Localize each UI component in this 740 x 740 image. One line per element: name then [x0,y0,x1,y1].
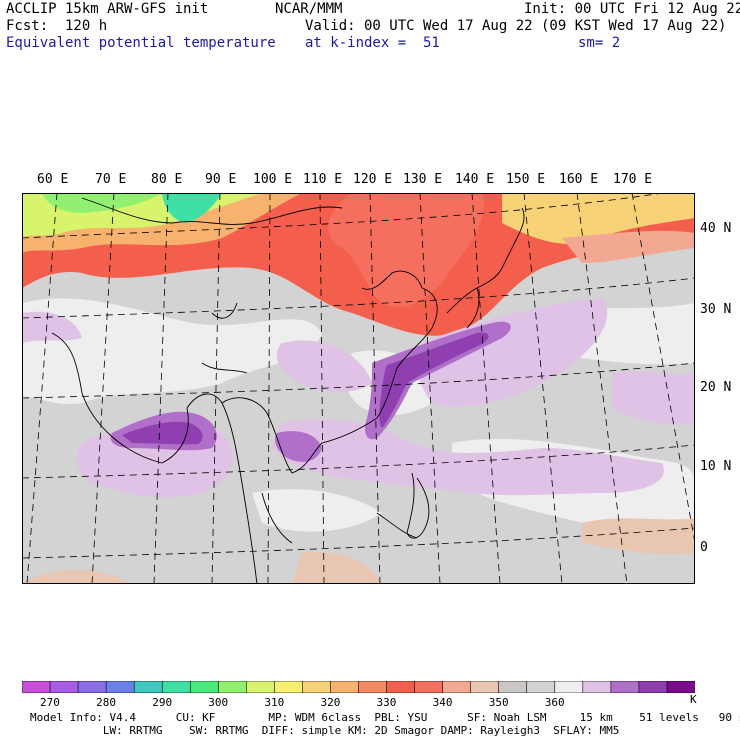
coastlines [51,197,525,584]
colorbar-swatch [330,681,360,693]
colorbar-swatch [217,681,248,693]
field-name: Equivalent potential temperature [6,35,276,51]
field-northern-bands [22,193,695,336]
colorbar-label: 290 [152,696,173,709]
colorbar-label: 340 [432,696,453,709]
colorbar-swatch [22,681,51,693]
colorbar-swatch [526,681,556,693]
lat-label: 0 [700,540,708,555]
colorbar-swatch [442,681,472,693]
forecast-hour: Fcst: 120 h [6,18,108,34]
lon-label: 170 E [613,172,653,187]
lon-label: 70 E [95,172,127,187]
init-time: Init: 00 UTC Fri 12 Aug 22 [524,1,740,17]
lon-label: 90 E [205,172,237,187]
colorbar [22,681,695,693]
lon-label: 120 E [353,172,393,187]
smoothing-value: sm= 2 [578,35,621,51]
colorbar-label: 310 [264,696,285,709]
lon-label: 140 E [455,172,495,187]
colorbar-swatch [554,681,584,693]
theta-e-map [22,193,695,584]
colorbar-swatch [358,681,388,693]
colorbar-swatch [49,681,79,693]
colorbar-label: 270 [40,696,60,709]
colorbar-label: 350 [488,696,509,709]
colorbar-swatch [105,681,135,693]
lat-label: 40 N [700,221,732,236]
colorbar-swatch [386,681,416,693]
colorbar-swatch [414,681,444,693]
field-purple-maxima [110,321,511,462]
lon-label: 60 E [37,172,69,187]
colorbar-label: 320 [320,696,341,709]
colorbar-swatch [161,681,192,693]
colorbar-swatch [77,681,107,693]
colorbar-swatch [498,681,528,693]
colorbar-label: 330 [376,696,397,709]
lat-label: 30 N [700,302,732,317]
lon-label: 110 E [303,172,343,187]
colorbar-swatch [133,681,164,693]
colorbar-swatch [638,681,668,693]
colorbar-swatch [666,681,695,693]
map-frame [22,193,695,584]
model-title: ACCLIP 15km ARW-GFS init [6,1,209,17]
colorbar-swatch [189,681,220,693]
lon-label: 130 E [403,172,443,187]
colorbar-swatch [470,681,500,693]
colorbar-label: 360 [544,696,565,709]
valid-time: Valid: 00 UTC Wed 17 Aug 22 (09 KST Wed … [305,18,727,34]
lon-label: 160 E [559,172,599,187]
colorbar-swatch [610,681,640,693]
colorbar-swatch [246,681,276,693]
institution-label: NCAR/MMM [275,1,343,17]
colorbar-swatch [302,681,332,693]
colorbar-unit: K [690,693,697,706]
lat-label: 20 N [700,380,732,395]
lon-label: 100 E [253,172,293,187]
colorbar-swatch [582,681,612,693]
colorbar-label: 280 [96,696,116,709]
lon-label: 150 E [506,172,546,187]
model-info-line1: Model Info: V4.4 CU: KF MP: WDM 6class P… [30,711,740,724]
lat-label: 10 N [700,459,732,474]
level-index: at k-index = 51 [305,35,440,51]
colorbar-swatch [274,681,304,693]
colorbar-label: 300 [208,696,229,709]
graticule [22,193,695,584]
model-info-line2: LW: RRTMG SW: RRTMG DIFF: simple KM: 2D … [30,724,620,737]
field-warm-patches [22,518,695,584]
lon-label: 80 E [151,172,183,187]
